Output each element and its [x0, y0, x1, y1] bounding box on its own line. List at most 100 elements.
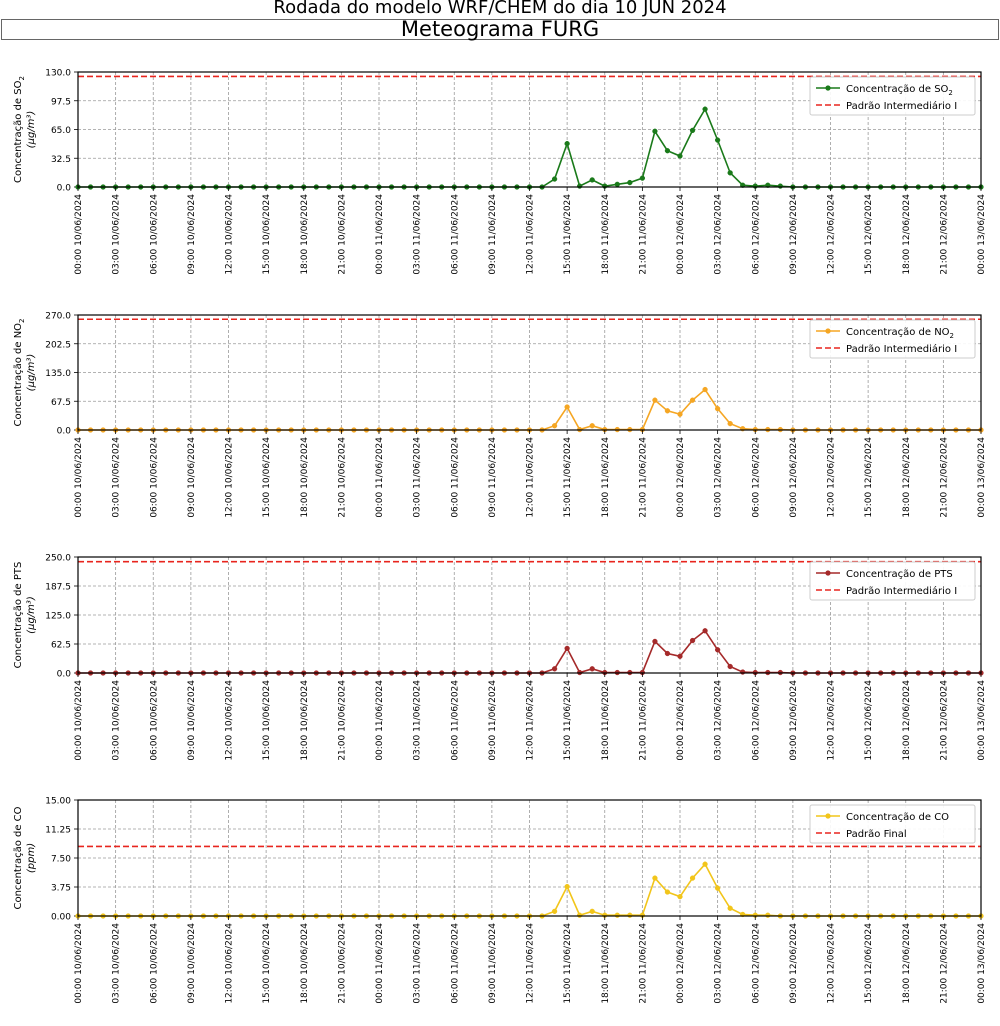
x-tick-label: 00:00 12/06/2024 — [676, 194, 686, 275]
data-point — [564, 883, 570, 890]
x-tick-label: 12:00 10/06/2024 — [225, 923, 235, 1004]
data-point — [664, 148, 671, 154]
data-point — [614, 181, 620, 187]
data-point — [689, 875, 696, 881]
data-point — [589, 423, 595, 429]
y-axis-label-subscript: 2 — [18, 318, 26, 322]
legend-limit-label: Padrão Intermediário I — [846, 343, 957, 355]
x-tick-label: 00:00 12/06/2024 — [676, 923, 686, 1004]
data-point — [727, 170, 733, 176]
y-tick-label: 0.0 — [57, 670, 72, 680]
y-axis-unit: (μg/m³) — [26, 596, 37, 634]
x-tick-label: 15:00 11/06/2024 — [563, 194, 573, 275]
x-tick-label: 18:00 12/06/2024 — [902, 680, 912, 761]
data-point — [714, 137, 721, 143]
x-tick-label: 21:00 12/06/2024 — [939, 923, 949, 1004]
data-point — [577, 912, 583, 918]
y-tick-label: 11.25 — [45, 826, 71, 836]
x-tick-label: 21:00 12/06/2024 — [939, 437, 949, 518]
x-tick-label: 09:00 12/06/2024 — [789, 437, 799, 518]
legend-box — [809, 319, 976, 359]
chart-panel-2: 0.0 67.5 135.0 202.5 270.0 00:00 10/06/2024 03… — [13, 312, 987, 518]
x-tick-label: 15:00 12/06/2024 — [864, 437, 874, 518]
x-tick-label: 09:00 11/06/2024 — [488, 923, 498, 1004]
chart-panel-4: 0.00 3.75 7.50 11.25 15.00 00:00 10/06/2024 03… — [13, 797, 987, 1004]
x-tick-label: 09:00 12/06/2024 — [789, 680, 799, 761]
data-point — [627, 912, 633, 918]
x-tick-label: 03:00 11/06/2024 — [413, 437, 423, 518]
data-point — [677, 653, 683, 659]
x-tick-label: 12:00 12/06/2024 — [827, 680, 837, 761]
x-tick-label: 18:00 10/06/2024 — [300, 437, 310, 518]
data-point — [551, 666, 558, 672]
data-point — [589, 666, 595, 672]
data-point — [727, 905, 733, 911]
legend-series-marker — [825, 813, 831, 819]
x-tick-label: 15:00 11/06/2024 — [563, 923, 573, 1004]
data-point — [740, 669, 746, 675]
x-tick-label: 03:00 12/06/2024 — [714, 680, 724, 761]
data-point — [714, 406, 721, 412]
x-tick-label: 03:00 12/06/2024 — [714, 194, 724, 275]
x-tick-label: 00:00 10/06/2024 — [74, 194, 84, 275]
x-tick-label: 15:00 12/06/2024 — [864, 680, 874, 761]
legend-limit-label: Padrão Final — [846, 829, 907, 840]
x-tick-label: 09:00 12/06/2024 — [789, 923, 799, 1004]
data-point — [702, 861, 708, 867]
data-point — [577, 183, 583, 189]
legend-series-label-text: Concentração de PTS — [846, 569, 953, 580]
data-point — [652, 397, 658, 403]
y-tick-label: 62.5 — [51, 641, 71, 651]
x-tick-label: 03:00 11/06/2024 — [413, 194, 423, 275]
x-tick-label: 21:00 10/06/2024 — [337, 437, 347, 518]
x-tick-label: 18:00 10/06/2024 — [300, 923, 310, 1004]
x-tick-label: 06:00 11/06/2024 — [450, 437, 460, 518]
legend-series-label-subscript: 2 — [950, 332, 954, 340]
y-tick-label: 202.5 — [45, 340, 71, 350]
x-tick-label: 03:00 10/06/2024 — [112, 194, 122, 275]
data-point — [727, 420, 733, 427]
x-tick-label: 21:00 10/06/2024 — [337, 680, 347, 761]
x-tick-label: 18:00 10/06/2024 — [300, 194, 310, 275]
x-tick-label: 12:00 11/06/2024 — [526, 437, 536, 518]
x-tick-label: 03:00 11/06/2024 — [413, 923, 423, 1004]
data-point — [551, 908, 558, 915]
x-tick-label: 06:00 11/06/2024 — [450, 923, 460, 1004]
y-tick-label: 32.5 — [51, 155, 71, 165]
chart-title: Rodada do modelo WRF/CHEM do dia 10 JUN … — [273, 0, 727, 18]
x-tick-label: 12:00 10/06/2024 — [225, 680, 235, 761]
x-tick-label: 00:00 11/06/2024 — [375, 437, 385, 518]
x-tick-label: 00:00 13/06/2024 — [977, 923, 987, 1004]
y-tick-label: 187.5 — [45, 583, 71, 593]
legend-limit-label: Padrão Intermediário I — [846, 585, 957, 597]
y-tick-label: 97.5 — [51, 97, 71, 107]
x-tick-label: 06:00 12/06/2024 — [751, 437, 761, 518]
data-point — [589, 177, 595, 183]
y-tick-label: 270.0 — [45, 312, 71, 322]
x-tick-label: 21:00 12/06/2024 — [939, 194, 949, 275]
chart-panel-1: 0.0 32.5 65.0 97.5 130.0 00:00 10/06/2024 03:0… — [13, 69, 987, 275]
x-tick-label: 09:00 10/06/2024 — [187, 923, 197, 1004]
y-axis-label: Concentração de PTS — [13, 562, 24, 669]
x-tick-label: 00:00 12/06/2024 — [676, 437, 686, 518]
y-axis-label-text: Concentração de NO — [13, 323, 24, 427]
x-tick-label: 12:00 12/06/2024 — [827, 194, 837, 275]
data-point — [652, 128, 658, 134]
x-tick-label: 00:00 13/06/2024 — [977, 194, 987, 275]
subtitle-box: Meteograma FURG — [1, 17, 999, 41]
legend-series-label: Concentração de CO — [846, 812, 949, 823]
data-point — [652, 638, 658, 645]
x-tick-label: 06:00 11/06/2024 — [450, 680, 460, 761]
y-axis-unit: (μg/m³) — [26, 111, 37, 149]
data-point — [664, 889, 671, 895]
x-tick-label: 03:00 10/06/2024 — [112, 680, 122, 761]
x-tick-label: 12:00 12/06/2024 — [827, 437, 837, 518]
x-tick-label: 06:00 10/06/2024 — [149, 680, 159, 761]
data-point — [551, 176, 558, 182]
x-tick-label: 00:00 11/06/2024 — [375, 680, 385, 761]
y-tick-label: 0.0 — [57, 184, 72, 194]
data-point — [689, 127, 696, 134]
data-point — [677, 894, 683, 900]
data-point — [714, 647, 721, 653]
